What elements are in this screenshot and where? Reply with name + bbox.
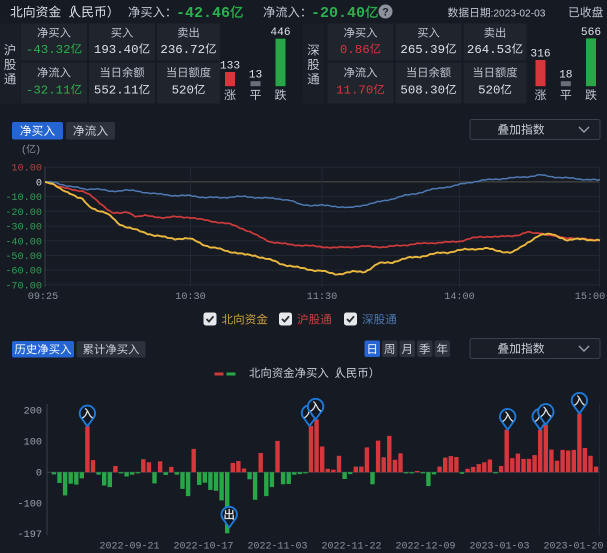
svg-text:-50.00: -50.00 [5, 252, 42, 263]
svg-text:193.40: 193.40 [94, 43, 139, 57]
svg-text:-40.00: -40.00 [5, 237, 42, 248]
svg-text:(: ( [22, 144, 26, 156]
svg-text:520: 520 [478, 84, 500, 98]
svg-text:10.00: 10.00 [11, 164, 42, 175]
svg-text:446: 446 [270, 27, 290, 39]
svg-text:2023-01-20: 2023-01-20 [543, 542, 603, 553]
svg-text:2023-01-03: 2023-01-03 [469, 542, 529, 553]
svg-text:-42.46: -42.46 [176, 5, 230, 22]
svg-text:2022-10-17: 2022-10-17 [173, 542, 233, 553]
svg-text:520: 520 [172, 84, 194, 98]
svg-text::2023-02-03: :2023-02-03 [491, 9, 546, 20]
svg-text:-60.00: -60.00 [5, 267, 42, 278]
svg-text:133: 133 [220, 61, 240, 73]
svg-text:236.72: 236.72 [160, 43, 205, 57]
svg-text:0: 0 [36, 178, 42, 189]
svg-text:552.11: 552.11 [94, 84, 139, 98]
svg-text:265.39: 265.39 [400, 43, 445, 57]
svg-text:11:30: 11:30 [307, 292, 338, 303]
svg-text:13: 13 [249, 70, 262, 82]
svg-text:): ) [37, 144, 41, 156]
svg-text:2022-09-21: 2022-09-21 [99, 542, 159, 553]
svg-text:10:30: 10:30 [175, 292, 206, 303]
svg-text:14:00: 14:00 [444, 292, 475, 303]
svg-text:2022-12-09: 2022-12-09 [395, 542, 455, 553]
svg-text:18: 18 [559, 70, 572, 82]
svg-text:316: 316 [530, 49, 550, 61]
svg-text:-70.00: -70.00 [5, 281, 42, 292]
svg-text:200: 200 [24, 407, 42, 418]
svg-text:2022-11-22: 2022-11-22 [321, 542, 381, 553]
svg-text:11.70: 11.70 [336, 84, 373, 98]
svg-text:566: 566 [581, 27, 601, 39]
svg-text:100: 100 [24, 438, 42, 449]
svg-text:09:25: 09:25 [28, 292, 59, 303]
svg-text:-197: -197 [18, 530, 42, 541]
svg-text:0: 0 [36, 469, 42, 480]
svg-text:-32.11: -32.11 [26, 84, 71, 98]
svg-text:508.30: 508.30 [400, 84, 445, 98]
svg-text:-20.40: -20.40 [311, 5, 365, 22]
svg-text:-20.00: -20.00 [5, 208, 42, 219]
svg-text:0.86: 0.86 [340, 43, 370, 57]
svg-text:-100: -100 [18, 500, 42, 511]
svg-text:?: ? [382, 7, 389, 19]
svg-text:264.53: 264.53 [467, 43, 512, 57]
svg-text:-10.00: -10.00 [5, 193, 42, 204]
svg-text:15:00: 15:00 [575, 292, 606, 303]
svg-text:-30.00: -30.00 [5, 223, 42, 234]
svg-text:2022-11-03: 2022-11-03 [247, 542, 307, 553]
svg-text:-43.32: -43.32 [26, 43, 71, 57]
